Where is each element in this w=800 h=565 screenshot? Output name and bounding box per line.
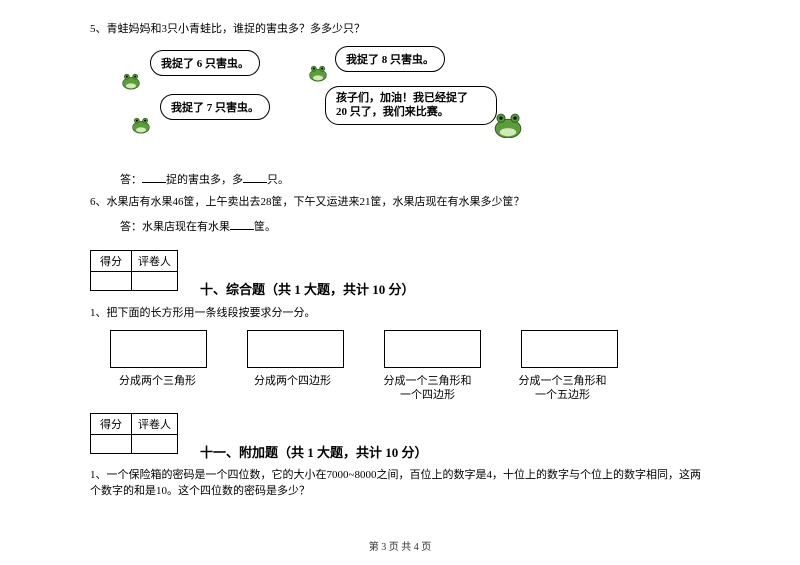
page-footer: 第 3 页 共 4 页 bbox=[0, 538, 800, 553]
score-col2: 评卷人 bbox=[132, 413, 178, 434]
speech-bubble-4: 孩子们，加油！我已经捉了 20 只了，我们来比赛。 bbox=[325, 86, 497, 125]
rect-label-3: 分成一个三角形和一个四边形 bbox=[380, 374, 475, 403]
q6-answer: 答：水果店现在有水果 筐。 bbox=[120, 217, 710, 234]
speech-bubble-1: 我捉了 6 只害虫。 bbox=[150, 50, 260, 76]
q5-prompt: 5、青蛙妈妈和3只小青蛙比，谁捉的害虫多？多多少只？ bbox=[90, 20, 710, 36]
rectangle-4[interactable] bbox=[521, 330, 618, 368]
frog-icon bbox=[118, 70, 144, 90]
blank-input[interactable] bbox=[230, 217, 254, 230]
score-box: 得分 评卷人 bbox=[90, 250, 178, 291]
score-box: 得分 评卷人 bbox=[90, 413, 178, 454]
q5-answer: 答： 捉的害虫多，多 只。 bbox=[120, 170, 710, 187]
speech-bubble-3: 我捉了 7 只害虫。 bbox=[160, 94, 270, 120]
rect-label-1: 分成两个三角形 bbox=[110, 374, 205, 403]
q6-answer-suffix: 筐。 bbox=[254, 221, 276, 233]
bubble4-line2: 20 只了，我们来比赛。 bbox=[336, 106, 449, 118]
rect-row bbox=[110, 330, 710, 368]
rect-labels: 分成两个三角形 分成两个四边形 分成一个三角形和一个四边形 分成一个三角形和一个… bbox=[110, 374, 710, 403]
score-cell[interactable] bbox=[91, 434, 132, 453]
frog-icon bbox=[305, 62, 331, 82]
q6-prompt: 6、水果店有水果46筐，上午卖出去28筐，下午又运进来21筐，水果店现在有水果多… bbox=[90, 193, 710, 209]
q5-answer-suffix: 只。 bbox=[267, 174, 289, 186]
q5-answer-prefix: 答： bbox=[120, 174, 142, 186]
q5-answer-mid: 捉的害虫多，多 bbox=[166, 174, 243, 186]
section10-title: 十、综合题（共 1 大题，共计 10 分） bbox=[200, 279, 710, 298]
score-col1: 得分 bbox=[91, 413, 132, 434]
big-frog-icon bbox=[490, 110, 526, 138]
speech-bubble-2: 我捉了 8 只害虫。 bbox=[335, 46, 445, 72]
bubble4-line1: 孩子们，加油！我已经捉了 bbox=[336, 92, 468, 104]
rect-label-2: 分成两个四边形 bbox=[245, 374, 340, 403]
rectangle-3[interactable] bbox=[384, 330, 481, 368]
section11-q1: 1、一个保险箱的密码是一个四位数，它的大小在7000~8000之间，百位上的数字… bbox=[90, 467, 710, 500]
score-cell[interactable] bbox=[91, 272, 132, 291]
grader-cell[interactable] bbox=[132, 434, 178, 453]
blank-input[interactable] bbox=[142, 170, 166, 183]
rectangle-1[interactable] bbox=[110, 330, 207, 368]
score-col1: 得分 bbox=[91, 251, 132, 272]
rectangle-2[interactable] bbox=[247, 330, 344, 368]
blank-input[interactable] bbox=[243, 170, 267, 183]
rect-label-4: 分成一个三角形和一个五边形 bbox=[515, 374, 610, 403]
section10-q1: 1、把下面的长方形用一条线段按要求分一分。 bbox=[90, 304, 710, 320]
score-col2: 评卷人 bbox=[132, 251, 178, 272]
q6-answer-prefix: 答：水果店现在有水果 bbox=[120, 221, 230, 233]
section11-title: 十一、附加题（共 1 大题，共计 10 分） bbox=[200, 442, 710, 461]
frog-scene: 我捉了 6 只害虫。 我捉了 8 只害虫。 我捉了 7 只害虫。 孩子们，加油！… bbox=[110, 44, 710, 164]
grader-cell[interactable] bbox=[132, 272, 178, 291]
frog-icon bbox=[128, 114, 154, 134]
